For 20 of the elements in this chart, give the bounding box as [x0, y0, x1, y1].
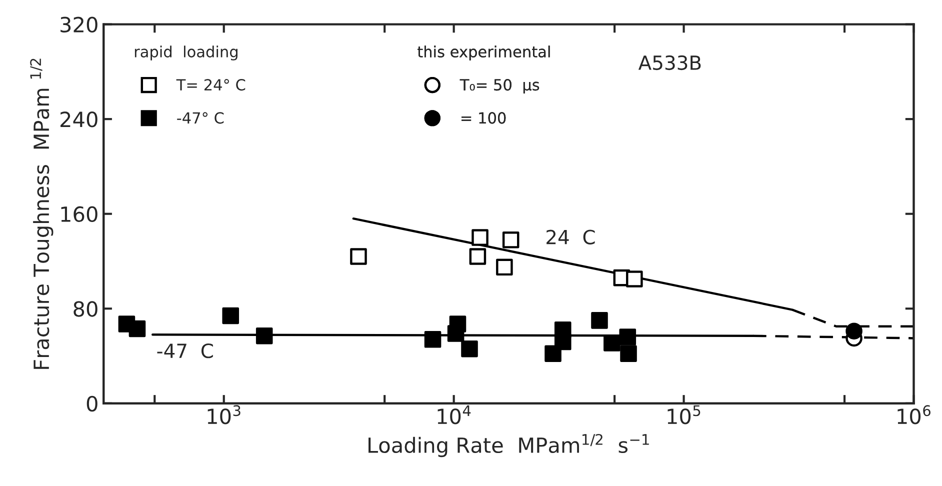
y-axis-title: Fracture Toughness MPam $^{1/2}$	[30, 58, 54, 369]
y-tick-label: 320	[60, 16, 98, 33]
legend-label: T= 24° C	[176, 79, 246, 91]
x-tick-label: 10$^{3}$	[208, 405, 240, 424]
legend-label: T₀= 50 μs	[460, 79, 540, 94]
legend-label: -47° C	[177, 112, 224, 124]
annotation: -47 C	[157, 343, 213, 358]
annotation: 24 C	[546, 230, 595, 244]
legend-label: = 100	[462, 112, 506, 124]
x-tick-label: 10$^{5}$	[668, 405, 700, 424]
y-tick-label: 0	[86, 396, 98, 412]
x-axis-title: Loading Rate MPam$^{1/2}$ s$^{−1}$	[368, 434, 649, 458]
y-tick-label: 240	[60, 112, 98, 128]
y-tick-label: 80	[74, 301, 98, 317]
x-tick-label: 10$^{6}$	[898, 405, 930, 424]
y-tick-label: 160	[61, 206, 98, 222]
annotation: A533B	[638, 55, 701, 70]
x-tick-label: 10$^{4}$	[438, 405, 471, 424]
annotation: this experimental	[418, 46, 550, 60]
annotation: rapid loading	[134, 46, 238, 60]
